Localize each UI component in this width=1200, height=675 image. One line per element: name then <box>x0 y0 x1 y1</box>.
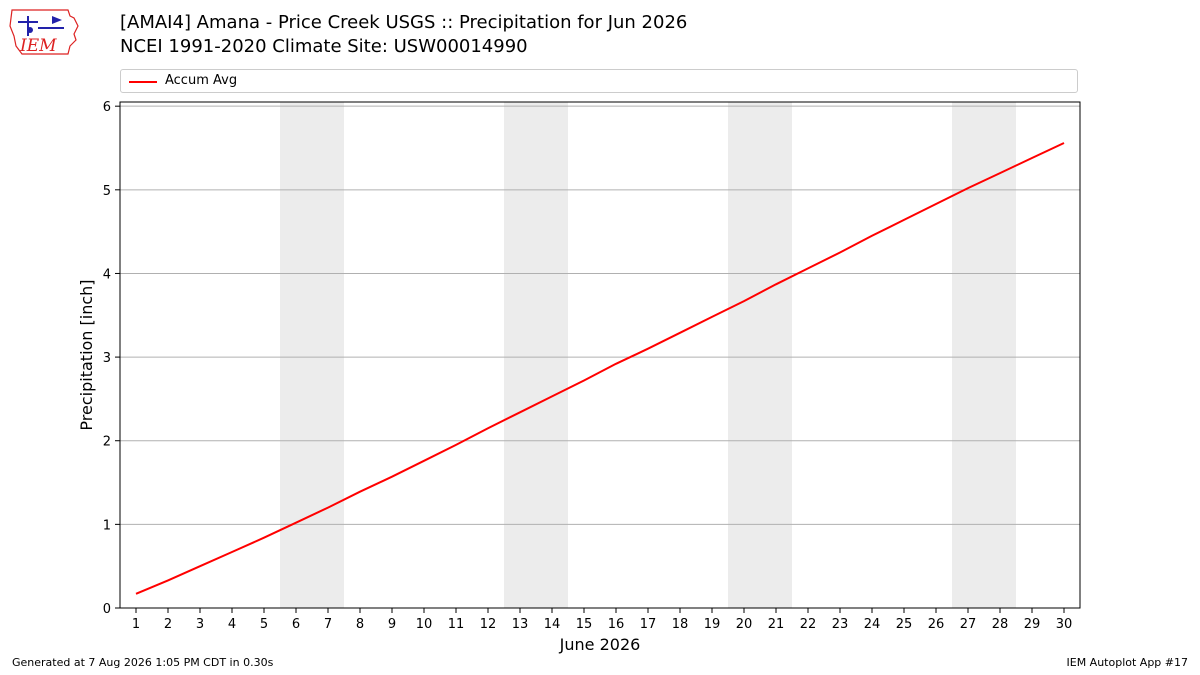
y-tick-label: 3 <box>103 351 111 366</box>
x-tick-label: 15 <box>576 617 593 632</box>
x-tick-label: 21 <box>768 617 785 632</box>
footer-generated: Generated at 7 Aug 2026 1:05 PM CDT in 0… <box>12 656 274 669</box>
x-tick-label: 12 <box>480 617 497 632</box>
chart-title: [AMAI4] Amana - Price Creek USGS :: Prec… <box>120 12 688 33</box>
x-tick-label: 8 <box>356 617 364 632</box>
x-tick-label: 24 <box>864 617 881 632</box>
iem-logo: IEM <box>8 6 82 58</box>
series-line-accum-avg <box>135 142 1065 595</box>
x-axis-label: June 2026 <box>559 635 641 654</box>
x-tick-label: 26 <box>928 617 945 632</box>
chart-legend: Accum Avg <box>120 69 1078 93</box>
x-tick-label: 20 <box>736 617 753 632</box>
y-tick-label: 2 <box>103 435 111 450</box>
x-tick-label: 9 <box>388 617 396 632</box>
x-tick-label: 5 <box>260 617 268 632</box>
weekend-bands <box>280 102 1016 608</box>
chart-subtitle: NCEI 1991-2020 Climate Site: USW00014990 <box>120 36 528 57</box>
y-tick-label: 1 <box>103 518 111 533</box>
x-tick-label: 29 <box>1024 617 1041 632</box>
y-axis-ticks: 0 1 2 3 4 5 6 <box>103 100 120 617</box>
x-tick-label: 13 <box>512 617 529 632</box>
plot-frame <box>119 101 1081 609</box>
legend-label-accum-avg: Accum Avg <box>165 73 238 88</box>
y-tick-label: 6 <box>103 100 111 115</box>
x-tick-label: 10 <box>416 617 433 632</box>
x-tick-label: 27 <box>960 617 977 632</box>
x-tick-label: 28 <box>992 617 1009 632</box>
x-tick-label: 3 <box>196 617 204 632</box>
footer-app: IEM Autoplot App #17 <box>1066 656 1189 669</box>
x-tick-label: 11 <box>448 617 465 632</box>
legend-swatch-accum-avg <box>129 81 157 83</box>
y-tick-label: 0 <box>103 602 111 617</box>
y-axis-label: Precipitation [inch] <box>77 279 96 430</box>
x-tick-label: 23 <box>832 617 849 632</box>
x-tick-label: 6 <box>292 617 300 632</box>
x-tick-label: 17 <box>640 617 657 632</box>
x-tick-label: 30 <box>1056 617 1073 632</box>
x-tick-label: 4 <box>228 617 236 632</box>
weekend-band <box>952 102 1016 608</box>
weekend-band <box>280 102 344 608</box>
x-tick-label: 1 <box>132 617 140 632</box>
weekend-band <box>504 102 568 608</box>
x-tick-label: 22 <box>800 617 817 632</box>
x-tick-label: 18 <box>672 617 689 632</box>
y-tick-label: 5 <box>103 184 111 199</box>
x-tick-label: 19 <box>704 617 721 632</box>
x-tick-label: 14 <box>544 617 561 632</box>
y-tick-label: 4 <box>103 267 111 282</box>
grid-lines <box>120 105 1080 525</box>
x-tick-label: 2 <box>164 617 172 632</box>
x-tick-label: 16 <box>608 617 625 632</box>
x-axis-ticks: 1 2 3 4 5 6 7 8 9 10 11 12 13 14 15 16 17 18 19 20 21 22 23 24 2… <box>132 608 1072 632</box>
weekend-band <box>728 102 792 608</box>
x-tick-label: 25 <box>896 617 913 632</box>
x-tick-label: 7 <box>324 617 332 632</box>
logo-text: IEM <box>20 36 57 56</box>
